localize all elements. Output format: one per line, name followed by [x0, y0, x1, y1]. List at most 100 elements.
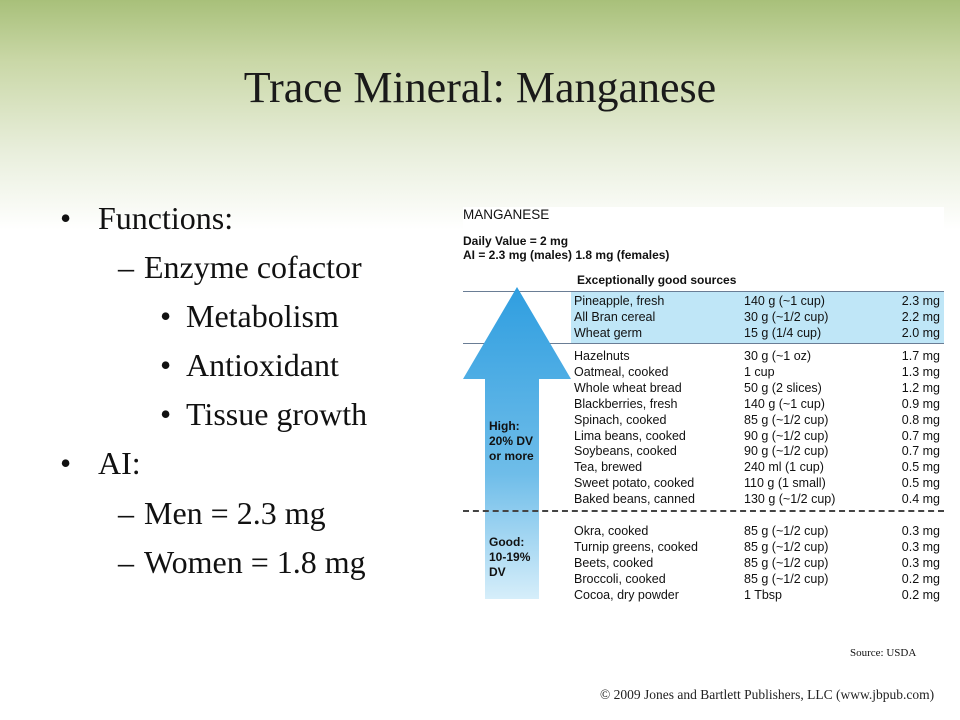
serving-size: 85 g (~1/2 cup) [744, 524, 829, 538]
bullet-text: Women = 1.8 mg [144, 544, 366, 580]
bullet-item: • AI: [60, 443, 141, 483]
serving-size: 130 g (~1/2 cup) [744, 492, 836, 507]
food-row: Hazelnuts 30 g (~1 oz) 1.7 mg [463, 348, 944, 364]
bullet-text: Men = 2.3 mg [144, 495, 326, 531]
food-name: Lima beans, cooked [574, 428, 686, 443]
divider [463, 343, 944, 344]
food-row: Spinach, cooked 85 g (~1/2 cup) 0.8 mg [463, 412, 944, 428]
manganese-amount: 1.7 mg [901, 349, 940, 363]
serving-size: 110 g (1 small) [744, 476, 826, 491]
food-name: Cocoa, dry powder [574, 587, 679, 602]
food-row: Tea, brewed 240 ml (1 cup) 0.5 mg [463, 459, 944, 475]
serving-size: 30 g (~1 oz) [744, 349, 812, 363]
daily-value-text: Daily Value = 2 mg [463, 234, 569, 248]
manganese-amount: 1.2 mg [901, 380, 940, 395]
bullet-marker: • [160, 347, 172, 383]
manganese-sources-card: MANGANESE Daily Value = 2 mg AI = 2.3 mg… [463, 207, 944, 602]
bullet-marker: • [160, 298, 172, 334]
food-name: Spinach, cooked [574, 412, 667, 427]
serving-size: 140 g (~1 cup) [744, 396, 825, 411]
bullet-text: Antioxidant [186, 347, 339, 383]
high-label: High: 20% DV or more [489, 419, 534, 463]
bullet-marker: • [60, 200, 72, 236]
food-row: Wheat germ 15 g (1/4 cup) 2.0 mg [463, 325, 944, 341]
food-row: Cocoa, dry powder 1 Tbsp 0.2 mg [463, 587, 944, 603]
serving-size: 30 g (~1/2 cup) [744, 309, 829, 324]
food-row: Sweet potato, cooked 110 g (1 small) 0.5 m… [463, 475, 944, 491]
bullet-item: • Antioxidant [160, 345, 339, 385]
food-name: All Bran cereal [574, 309, 656, 324]
serving-size: 90 g (~1/2 cup) [744, 444, 829, 459]
good-label: Good: 10-19% DV [489, 535, 531, 579]
food-name: Turnip greens, cooked [574, 539, 698, 554]
manganese-amount: 0.2 mg [901, 587, 940, 602]
bullet-marker: – [118, 249, 134, 285]
food-row: Lima beans, cooked 90 g (~1/2 cup) 0.7 mg [463, 428, 944, 444]
bullet-text: Tissue growth [186, 396, 368, 432]
serving-size: 140 g (~1 cup) [744, 294, 825, 308]
manganese-amount: 2.0 mg [901, 325, 940, 340]
food-row: Soybeans, cooked 90 g (~1/2 cup) 0.7 mg [463, 443, 944, 459]
manganese-amount: 0.9 mg [901, 396, 940, 411]
manganese-amount: 2.3 mg [901, 294, 940, 308]
manganese-amount: 0.3 mg [901, 555, 940, 570]
serving-size: 240 ml (1 cup) [744, 460, 824, 475]
manganese-amount: 2.2 mg [901, 309, 940, 324]
bullet-text: Enzyme cofactor [144, 249, 362, 285]
food-row: All Bran cereal 30 g (~1/2 cup) 2.2 mg [463, 309, 944, 325]
food-row: Blackberries, fresh 140 g (~1 cup) 0.9 mg [463, 396, 944, 412]
bullet-marker: • [60, 445, 72, 481]
bullet-item: • Tissue growth [160, 394, 367, 434]
serving-size: 90 g (~1/2 cup) [744, 428, 829, 443]
bullet-item: – Men = 2.3 mg [118, 493, 326, 533]
bullet-text: AI: [98, 445, 141, 481]
serving-size: 85 g (~1/2 cup) [744, 571, 829, 586]
exceptional-sources-label: Exceptionally good sources [577, 273, 737, 287]
food-name: Sweet potato, cooked [574, 476, 695, 491]
bullet-text: Functions: [98, 200, 234, 236]
food-name: Broccoli, cooked [574, 571, 666, 586]
copyright-note: © 2009 Jones and Bartlett Publishers, LL… [600, 687, 935, 702]
food-row: Whole wheat bread 50 g (2 slices) 1.2 mg [463, 380, 944, 396]
food-row: Broccoli, cooked 85 g (~1/2 cup) 0.2 mg [463, 571, 944, 587]
serving-size: 85 g (~1/2 cup) [744, 412, 829, 427]
manganese-amount: 0.7 mg [901, 428, 940, 443]
food-name: Pineapple, fresh [574, 294, 665, 308]
food-name: Hazelnuts [574, 349, 630, 363]
source-note: Source: USDA [850, 647, 917, 659]
card-heading: MANGANESE [463, 207, 550, 222]
food-row: Okra, cooked 85 g (~1/2 cup) 0.3 mg [463, 523, 944, 539]
food-name: Oatmeal, cooked [574, 364, 669, 379]
food-name: Blackberries, fresh [574, 396, 678, 411]
food-name: Okra, cooked [574, 524, 649, 538]
manganese-amount: 0.5 mg [901, 460, 940, 475]
food-row: Baked beans, canned 130 g (~1/2 cup) 0.4 m… [463, 491, 944, 507]
food-row: Pineapple, fresh 140 g (~1 cup) 2.3 mg [463, 293, 944, 309]
food-name: Beets, cooked [574, 555, 654, 570]
manganese-amount: 0.7 mg [901, 444, 940, 459]
serving-size: 85 g (~1/2 cup) [744, 539, 829, 554]
food-name: Soybeans, cooked [574, 444, 677, 459]
divider [463, 291, 944, 292]
serving-size: 50 g (2 slices) [744, 380, 822, 395]
bullet-item: • Functions: [60, 198, 233, 238]
food-row: Beets, cooked 85 g (~1/2 cup) 0.3 mg [463, 555, 944, 571]
food-name: Wheat germ [574, 325, 643, 340]
manganese-amount: 0.8 mg [901, 412, 940, 427]
bullet-item: • Metabolism [160, 296, 339, 336]
manganese-amount: 0.4 mg [901, 492, 940, 507]
serving-size: 85 g (~1/2 cup) [744, 555, 829, 570]
bullet-item: – Women = 1.8 mg [118, 542, 366, 582]
food-row: Turnip greens, cooked 85 g (~1/2 cup) 0.3 … [463, 539, 944, 555]
serving-size: 15 g (1/4 cup) [744, 325, 822, 340]
up-arrow-icon [463, 287, 571, 599]
manganese-amount: 0.5 mg [901, 476, 940, 491]
bullet-marker: • [160, 396, 172, 432]
bullet-marker: – [118, 544, 134, 580]
manganese-amount: 0.3 mg [901, 524, 940, 538]
bullet-text: Metabolism [186, 298, 339, 334]
bullet-marker: – [118, 495, 134, 531]
serving-size: 1 cup [744, 364, 775, 379]
serving-size: 1 Tbsp [744, 587, 782, 602]
exceptional-band [571, 292, 944, 343]
